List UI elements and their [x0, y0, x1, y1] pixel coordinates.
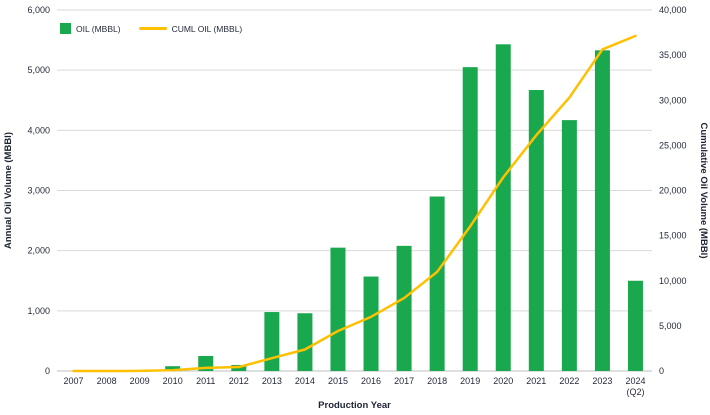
- bar-2020: [495, 44, 511, 372]
- x-axis-tick: 2023: [592, 376, 612, 386]
- cumulative-line: [72, 34, 637, 373]
- cuml-oil-series-swatch-icon: [138, 27, 167, 30]
- bar-2013: [264, 312, 280, 371]
- x-axis-tick: 2018: [427, 376, 447, 386]
- x-axis-tick: 2016: [361, 376, 381, 386]
- x-axis-tick: 2015: [328, 376, 348, 386]
- bar-2014: [297, 313, 313, 371]
- right-axis-tick: 10,000: [659, 276, 687, 286]
- left-axis-tick: 5,000: [27, 65, 50, 75]
- x-axis-tick: 2013: [262, 376, 282, 386]
- left-axis-tick: 1,000: [27, 306, 50, 316]
- bar-2022: [561, 120, 577, 371]
- bar-2016: [363, 276, 379, 371]
- x-axis-tick: 2017: [394, 376, 414, 386]
- bar-2019: [462, 67, 478, 372]
- legend-item-cuml-oil: CUML OIL (MBBL): [138, 23, 243, 34]
- x-axis-tick: 2012: [229, 376, 249, 386]
- x-axis-tick: 2019: [460, 376, 480, 386]
- bar-2015: [330, 247, 346, 371]
- bar-2024: [627, 280, 643, 371]
- right-axis-tick: 5,000: [659, 321, 682, 331]
- left-axis-tick: 4,000: [27, 125, 50, 135]
- bar-2010: [165, 366, 181, 371]
- right-axis-tick: 25,000: [659, 140, 687, 150]
- left-axis-tick: 3,000: [27, 186, 50, 196]
- x-axis-title: Production Year: [318, 400, 391, 411]
- x-axis-tick: 2011: [196, 376, 215, 386]
- legend: OIL (MBBL) CUML OIL (MBBL): [60, 23, 242, 34]
- legend-item-oil: OIL (MBBL): [60, 23, 121, 34]
- x-axis-tick: 2010: [163, 376, 183, 386]
- x-axis-tick: 2022: [559, 376, 579, 386]
- x-axis-tick: 2024 (Q2): [625, 376, 645, 397]
- left-axis-tick: 2,000: [27, 246, 50, 256]
- right-axis-tick: 35,000: [659, 50, 687, 60]
- x-axis-tick: 2020: [493, 376, 513, 386]
- bar-2021: [528, 90, 544, 371]
- right-axis-tick: 15,000: [659, 231, 687, 241]
- x-axis-tick: 2007: [64, 376, 84, 386]
- bar-2018: [429, 196, 445, 371]
- x-axis-tick: 2021: [526, 376, 546, 386]
- left-axis-tick: 6,000: [27, 5, 50, 15]
- right-axis-tick: 30,000: [659, 95, 687, 105]
- right-axis-title: Cumulative Oil Volume (MBBl): [698, 122, 709, 258]
- x-axis-tick: 2008: [97, 376, 117, 386]
- right-axis-tick: 20,000: [659, 186, 687, 196]
- x-axis-tick: 2014: [295, 376, 315, 386]
- legend-label-cuml-oil: CUML OIL (MBBL): [171, 23, 243, 34]
- x-axis-tick: 2009: [130, 376, 150, 386]
- oil-series-swatch-icon: [60, 23, 71, 34]
- left-axis-title: Annual Oil Volume (MBBl): [3, 132, 14, 249]
- bar-2017: [396, 245, 412, 371]
- legend-label-oil: OIL (MBBL): [76, 23, 121, 34]
- right-axis-tick: 40,000: [659, 5, 687, 15]
- bar-2023: [594, 50, 610, 371]
- left-axis-tick: 0: [45, 366, 50, 376]
- right-axis-tick: 0: [659, 366, 664, 376]
